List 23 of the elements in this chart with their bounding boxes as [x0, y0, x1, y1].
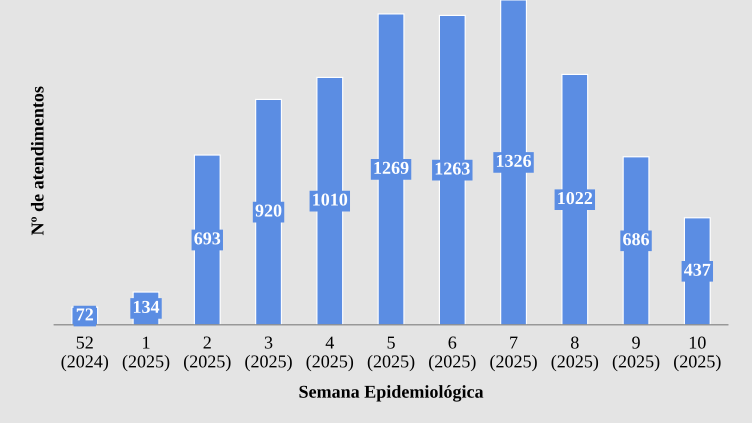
data-label: 693: [194, 232, 220, 244]
data-label: 1022: [558, 192, 592, 204]
data-label: 72: [76, 308, 94, 320]
x-tick-label: 4 (2025): [306, 336, 354, 372]
x-tick-label: 6 (2025): [429, 336, 476, 372]
data-label: 1010: [313, 193, 348, 206]
x-tick-label: 7 (2025): [490, 336, 537, 372]
data-label: 1326: [496, 154, 532, 167]
data-label: 920: [255, 204, 282, 217]
data-label: 686: [623, 233, 650, 246]
data-label: 1263: [436, 162, 470, 175]
x-axis-title: Semana Epidemiológica: [299, 385, 484, 402]
y-axis-title: Nº de atendimentos: [30, 86, 44, 236]
x-tick-label: 52 (2024): [61, 336, 108, 372]
x-tick-label: 5 (2025): [368, 336, 414, 372]
data-label: 1269: [374, 162, 408, 174]
x-tick-label: 9 (2025): [612, 336, 660, 372]
data-label: 437: [684, 264, 710, 276]
x-tick-label: 10 (2025): [674, 336, 721, 372]
x-tick-label: 8 (2025): [552, 336, 598, 372]
x-tick-label: 2 (2025): [184, 336, 231, 372]
x-tick-label: 3 (2025): [245, 336, 292, 372]
x-tick-label: 1 (2025): [122, 336, 170, 372]
